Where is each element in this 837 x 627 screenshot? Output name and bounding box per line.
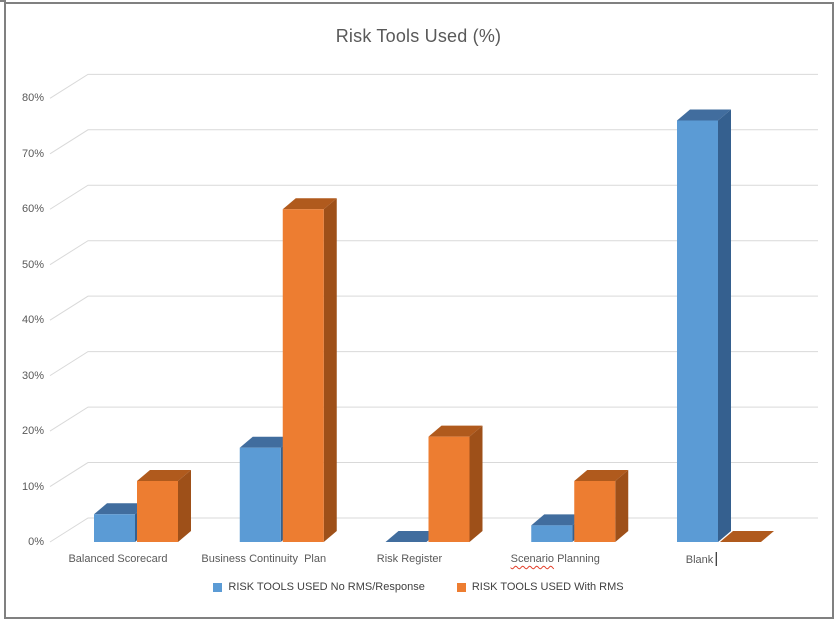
bar-side-face — [615, 469, 629, 542]
legend-swatch-orange — [456, 582, 466, 592]
bar-top-face — [282, 198, 337, 210]
y-tick-label: 50% — [21, 258, 44, 271]
y-tick-label: 30% — [21, 369, 44, 382]
bar-series2-2[interactable] — [282, 198, 337, 543]
bar-front-face — [677, 120, 718, 542]
legend-item-series-1: RISK TOOLS USED No RMS/Response — [213, 581, 425, 593]
bar-series2-3[interactable] — [428, 425, 483, 542]
category-label-4: Scenario Planning — [510, 553, 600, 565]
bar-front-face — [137, 480, 178, 542]
category-label-2: Business Continuity Plan — [201, 553, 327, 565]
bar-top-face — [239, 436, 294, 448]
bar-top-face — [531, 514, 586, 526]
bar-top-face — [94, 503, 148, 515]
bar-series2-1[interactable] — [137, 469, 191, 542]
bar-front-face — [94, 514, 135, 542]
gridline-70% — [49, 129, 818, 155]
bar-top-face — [720, 531, 774, 542]
bar-top-face — [137, 469, 191, 481]
gridline-80% — [49, 73, 818, 99]
category-label-1: Balanced Scorecard — [68, 553, 168, 565]
bar-side-face — [718, 109, 731, 542]
bar-front-face — [282, 209, 324, 543]
bar-side-face — [469, 425, 483, 542]
bar-front-face — [428, 436, 470, 542]
legend-swatch-blue — [213, 582, 223, 592]
bar-series1-3[interactable] — [385, 531, 440, 542]
bar-front-face — [531, 525, 573, 542]
category-label-5[interactable]: Blank — [686, 552, 717, 567]
bar-top-face — [574, 469, 629, 481]
misspelled-word: Scenario — [510, 553, 555, 565]
bar-top-face — [385, 531, 440, 542]
bar-side-face — [178, 469, 191, 542]
text-cursor — [715, 552, 717, 566]
y-tick-label: 0% — [28, 536, 44, 548]
legend-label-series-2: RISK TOOLS USED With RMS — [471, 581, 624, 593]
bar-series2-5[interactable] — [720, 531, 774, 542]
bar-top-face — [428, 425, 483, 437]
y-tick-label: 10% — [21, 480, 44, 493]
bar-series1-5[interactable] — [677, 109, 731, 542]
y-tick-label: 40% — [21, 314, 44, 327]
chart-title: Risk Tools Used (%) — [335, 26, 502, 46]
corner-notch — [0, 0, 6, 2]
bar-series2-4[interactable] — [574, 469, 629, 542]
bar-front-face — [574, 480, 616, 542]
y-tick-label: 60% — [21, 203, 44, 216]
bar-top-face — [677, 109, 731, 121]
gridline-10% — [49, 462, 818, 487]
legend-label-series-1: RISK TOOLS USED No RMS/Response — [228, 581, 425, 593]
y-tick-label: 20% — [21, 425, 44, 438]
legend: RISK TOOLS USED No RMS/Response RISK TOO… — [0, 581, 837, 593]
legend-item-series-2: RISK TOOLS USED With RMS — [456, 581, 624, 593]
gridline-50% — [49, 240, 818, 266]
gridline-60% — [49, 184, 818, 210]
y-tick-label: 70% — [21, 147, 44, 160]
gridline-20% — [49, 406, 818, 432]
bar-series1-4[interactable] — [531, 514, 586, 542]
gridline-30% — [49, 351, 818, 377]
category-label-3: Risk Register — [376, 553, 443, 565]
bar-front-face — [239, 447, 281, 542]
y-tick-label: 80% — [21, 92, 44, 105]
gridline-40% — [49, 295, 818, 321]
bar-side-face — [323, 198, 337, 543]
